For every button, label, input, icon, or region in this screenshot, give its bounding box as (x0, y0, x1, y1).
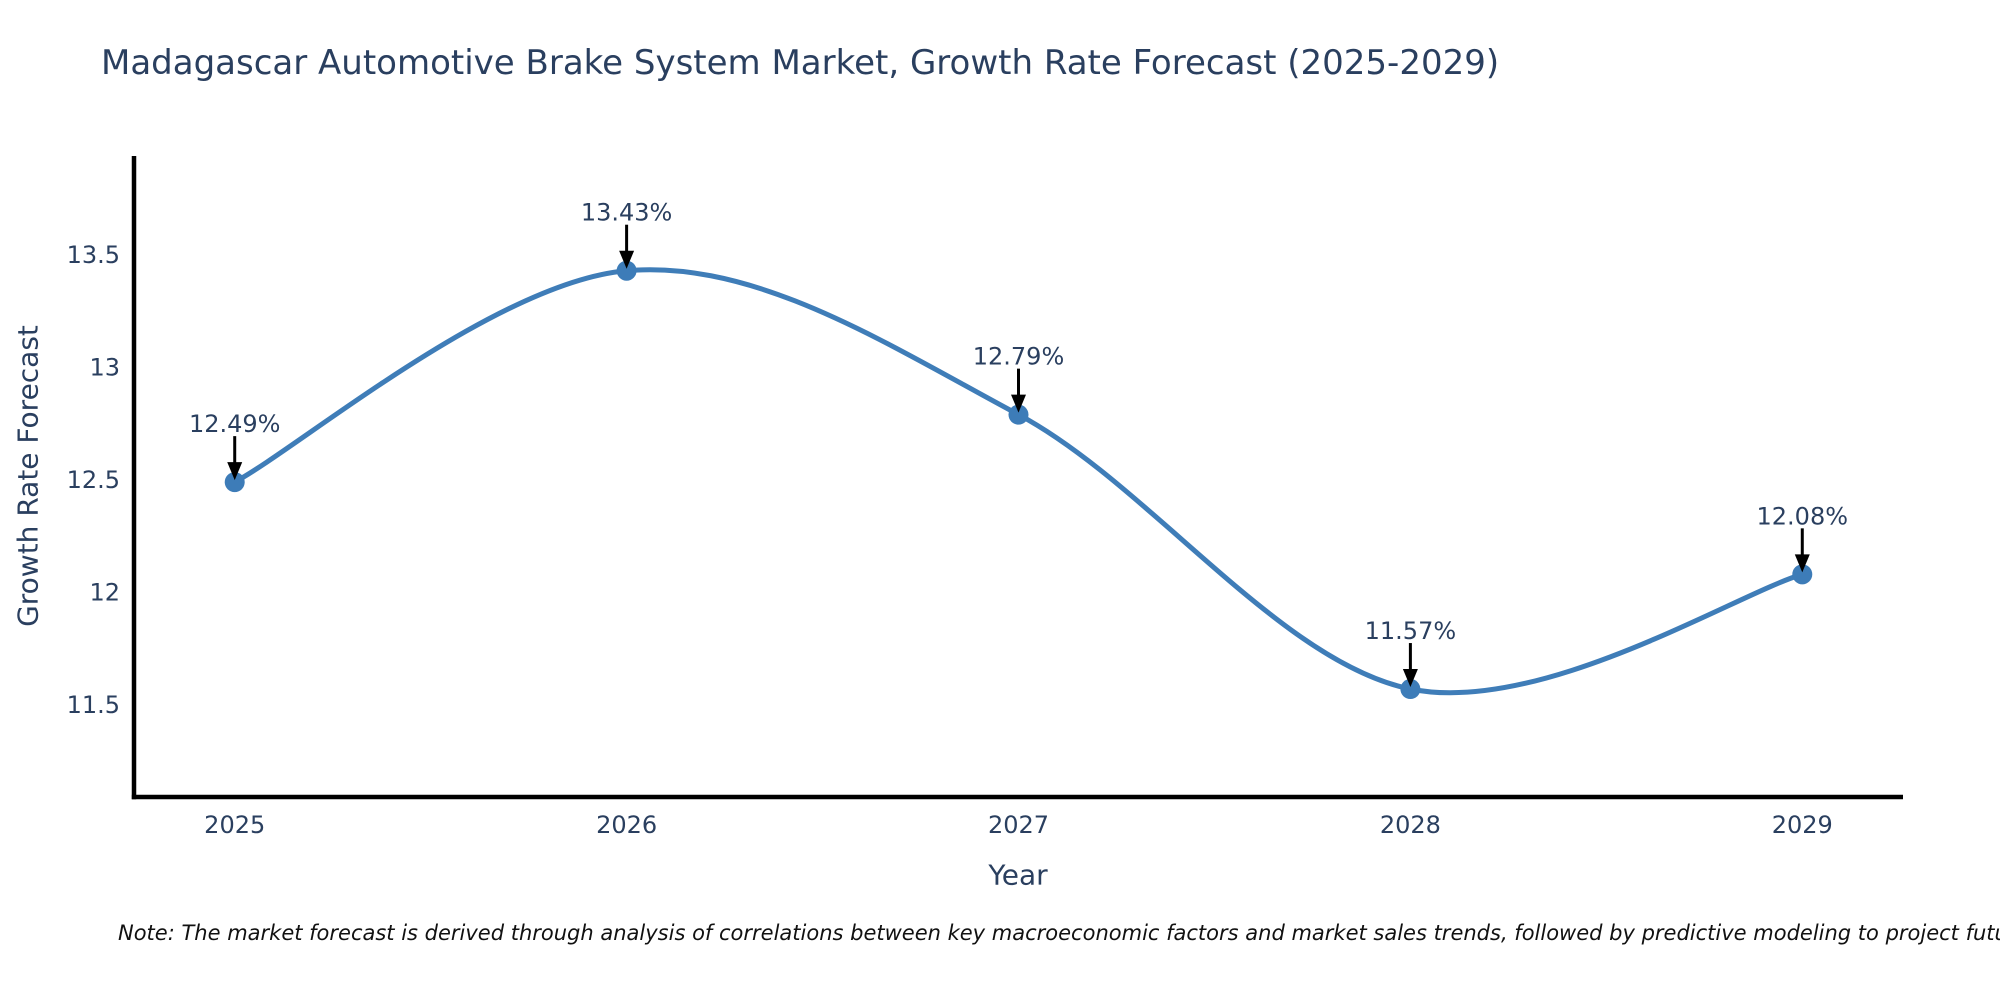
y-tick-label: 12.5 (67, 466, 120, 494)
footnote: Note: The market forecast is derived thr… (118, 921, 2000, 945)
annotation-arrowhead (1794, 554, 1810, 573)
point-value-label: 12.49% (189, 410, 281, 438)
data-point-marker (1400, 679, 1421, 700)
data-point-marker (224, 472, 245, 493)
annotation-arrowhead (619, 250, 635, 269)
point-value-label: 11.57% (1365, 617, 1457, 645)
point-value-label: 12.08% (1757, 502, 1849, 530)
data-point-marker (616, 260, 637, 281)
point-value-label: 13.43% (581, 199, 673, 227)
x-tick-label: 2025 (204, 811, 265, 839)
chart-title: Madagascar Automotive Brake System Marke… (101, 43, 1500, 83)
data-point-marker (1008, 404, 1029, 425)
annotation-arrowhead (227, 462, 243, 481)
y-tick-label: 13 (89, 353, 120, 381)
x-tick-label: 2028 (1380, 811, 1441, 839)
point-value-label: 12.79% (973, 343, 1065, 371)
y-tick-label: 12 (89, 578, 120, 606)
x-axis-title: Year (988, 858, 1048, 892)
x-tick-label: 2027 (988, 811, 1049, 839)
annotation-arrowhead (1402, 669, 1418, 688)
forecast-line (232, 267, 1805, 696)
data-point-marker (1792, 564, 1813, 585)
y-tick-label: 11.5 (67, 691, 120, 719)
x-tick-label: 2029 (1772, 811, 1833, 839)
x-tick-label: 2026 (596, 811, 657, 839)
y-tick-label: 13.5 (67, 241, 120, 269)
annotation-arrowhead (1011, 394, 1026, 413)
